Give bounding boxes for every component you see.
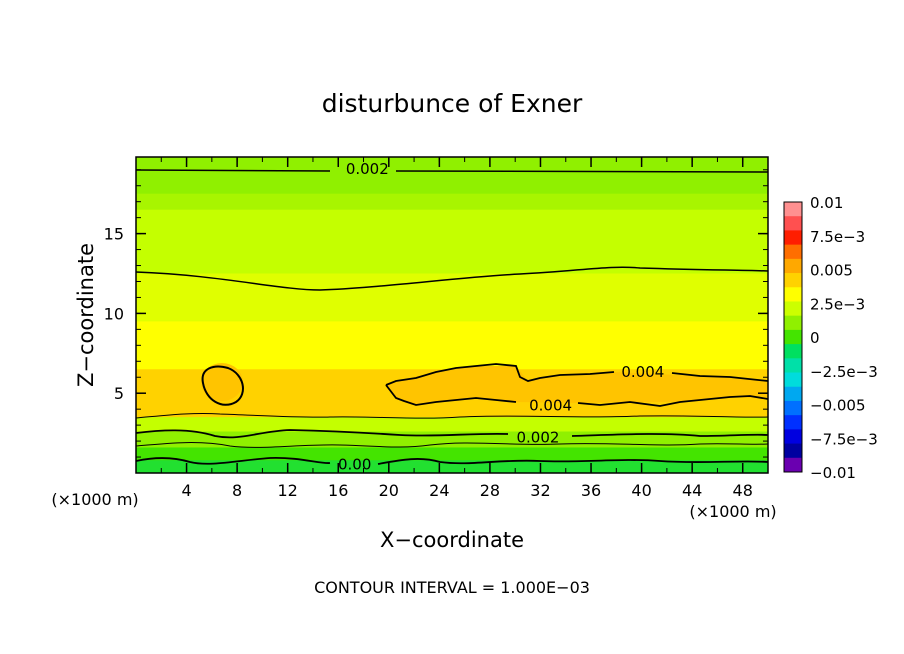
field-band [136, 193, 768, 211]
plot-frame [135, 156, 769, 474]
x-tick-label: 44 [682, 481, 702, 500]
x-tick: 4 [181, 157, 192, 500]
x-tick-label: 40 [631, 481, 651, 500]
field-fill [136, 157, 768, 473]
colorbar-label: 7.5e−3 [810, 228, 865, 246]
colorbar-swatch [784, 202, 802, 217]
colorbar-label: −0.01 [810, 464, 856, 482]
x-tick: 28 [480, 157, 500, 500]
colorbar-label: −0.005 [810, 397, 866, 415]
contour-line [136, 412, 768, 419]
colorbar-swatch [784, 400, 802, 416]
colorbar-swatch [784, 315, 802, 331]
contour-line [385, 384, 768, 407]
maximum-region [386, 366, 768, 405]
x-tick: 48 [733, 157, 753, 500]
contour-line [201, 365, 244, 406]
x-tick: 36 [581, 157, 601, 500]
colorbar-swatch [784, 443, 802, 459]
x-tick-label: 28 [480, 481, 500, 500]
colorbar-frame [783, 201, 803, 473]
field-band [136, 460, 768, 473]
x-tick-label: 20 [379, 481, 399, 500]
colorbar-label: 0 [810, 329, 820, 347]
x-tick-label: 4 [181, 481, 191, 500]
y-tick: 10 [104, 304, 768, 323]
colorbar-swatch [784, 372, 802, 388]
x-tick-label: 32 [530, 481, 550, 500]
colorbar-swatch [784, 244, 802, 260]
colorbar: 0.01 7.5e−3 0.005 2.5e−3 0 −2.5e−3 −0.005 −7.5e… [783, 194, 878, 482]
contour-lines [136, 169, 768, 465]
x-tick: 32 [530, 157, 551, 500]
contour-label: 0.00 [338, 455, 371, 473]
x-tick-label: 16 [328, 481, 348, 500]
colorbar-label: 0.01 [810, 194, 843, 212]
contour-label: 0.004 [621, 363, 664, 381]
colorbar-swatch [784, 287, 802, 302]
colorbar-label: −7.5e−3 [810, 430, 878, 448]
y-tick-label: 10 [104, 304, 124, 323]
colorbar-swatch [784, 273, 802, 288]
contour-line [136, 266, 768, 291]
chart-title: disturbunce of Exner [322, 89, 583, 118]
maximum-region [200, 363, 243, 402]
colorbar-swatch [784, 457, 802, 473]
x-axis-title: X−coordinate [380, 528, 524, 552]
contour-label: 0.004 [529, 396, 572, 414]
y-unit-label: (×1000 m) [51, 490, 138, 509]
contour-line [385, 363, 768, 386]
y-tick: 15 [104, 225, 768, 244]
contour-label: 0.002 [516, 428, 559, 446]
colorbar-label: 2.5e−3 [810, 295, 865, 313]
contour-line [136, 442, 768, 448]
y-axis-title: Z−coordinate [74, 243, 98, 387]
x-tick-label: 36 [581, 481, 601, 500]
field-dip [240, 330, 400, 362]
field-band [136, 417, 768, 433]
x-tick: 40 [631, 157, 652, 500]
colorbar-swatch [784, 429, 802, 444]
contour-interval-note: CONTOUR INTERVAL = 1.000E−03 [314, 578, 590, 597]
y-tick: 5 [114, 384, 768, 403]
x-tick-label: 8 [232, 481, 242, 500]
y-tick-label: 5 [114, 384, 124, 403]
colorbar-label: 0.005 [810, 262, 853, 280]
colorbar-swatch [784, 415, 802, 430]
x-unit-label: (×1000 m) [689, 502, 776, 521]
contour-line [136, 429, 768, 439]
colorbar-swatch [784, 216, 802, 231]
field-band [136, 209, 768, 275]
x-tick: 20 [379, 157, 399, 500]
colorbar-swatch [784, 258, 802, 274]
colorbar-label: −2.5e−3 [810, 363, 878, 381]
x-tick-label: 12 [278, 481, 298, 500]
x-tick: 24 [429, 157, 450, 500]
x-tick: 12 [278, 157, 298, 500]
colorbar-swatch [784, 358, 802, 373]
field-band [136, 447, 768, 461]
x-tick-label: 24 [429, 481, 449, 500]
colorbar-swatch [784, 230, 802, 246]
colorbar-swatch [784, 301, 802, 317]
colorbar-swatch [784, 329, 802, 345]
contour-line [136, 169, 768, 173]
contour-line [136, 457, 768, 465]
field-band [136, 321, 768, 370]
contour-label: 0.002 [346, 160, 389, 178]
field-band [136, 157, 768, 195]
x-tick: 16 [328, 157, 348, 500]
colorbar-swatch [784, 344, 802, 359]
x-tick-label: 48 [733, 481, 753, 500]
x-tick: 8 [232, 157, 242, 500]
colorbar-swatch [784, 386, 802, 402]
y-tick-label: 15 [104, 225, 124, 244]
x-tick: 44 [682, 157, 702, 500]
